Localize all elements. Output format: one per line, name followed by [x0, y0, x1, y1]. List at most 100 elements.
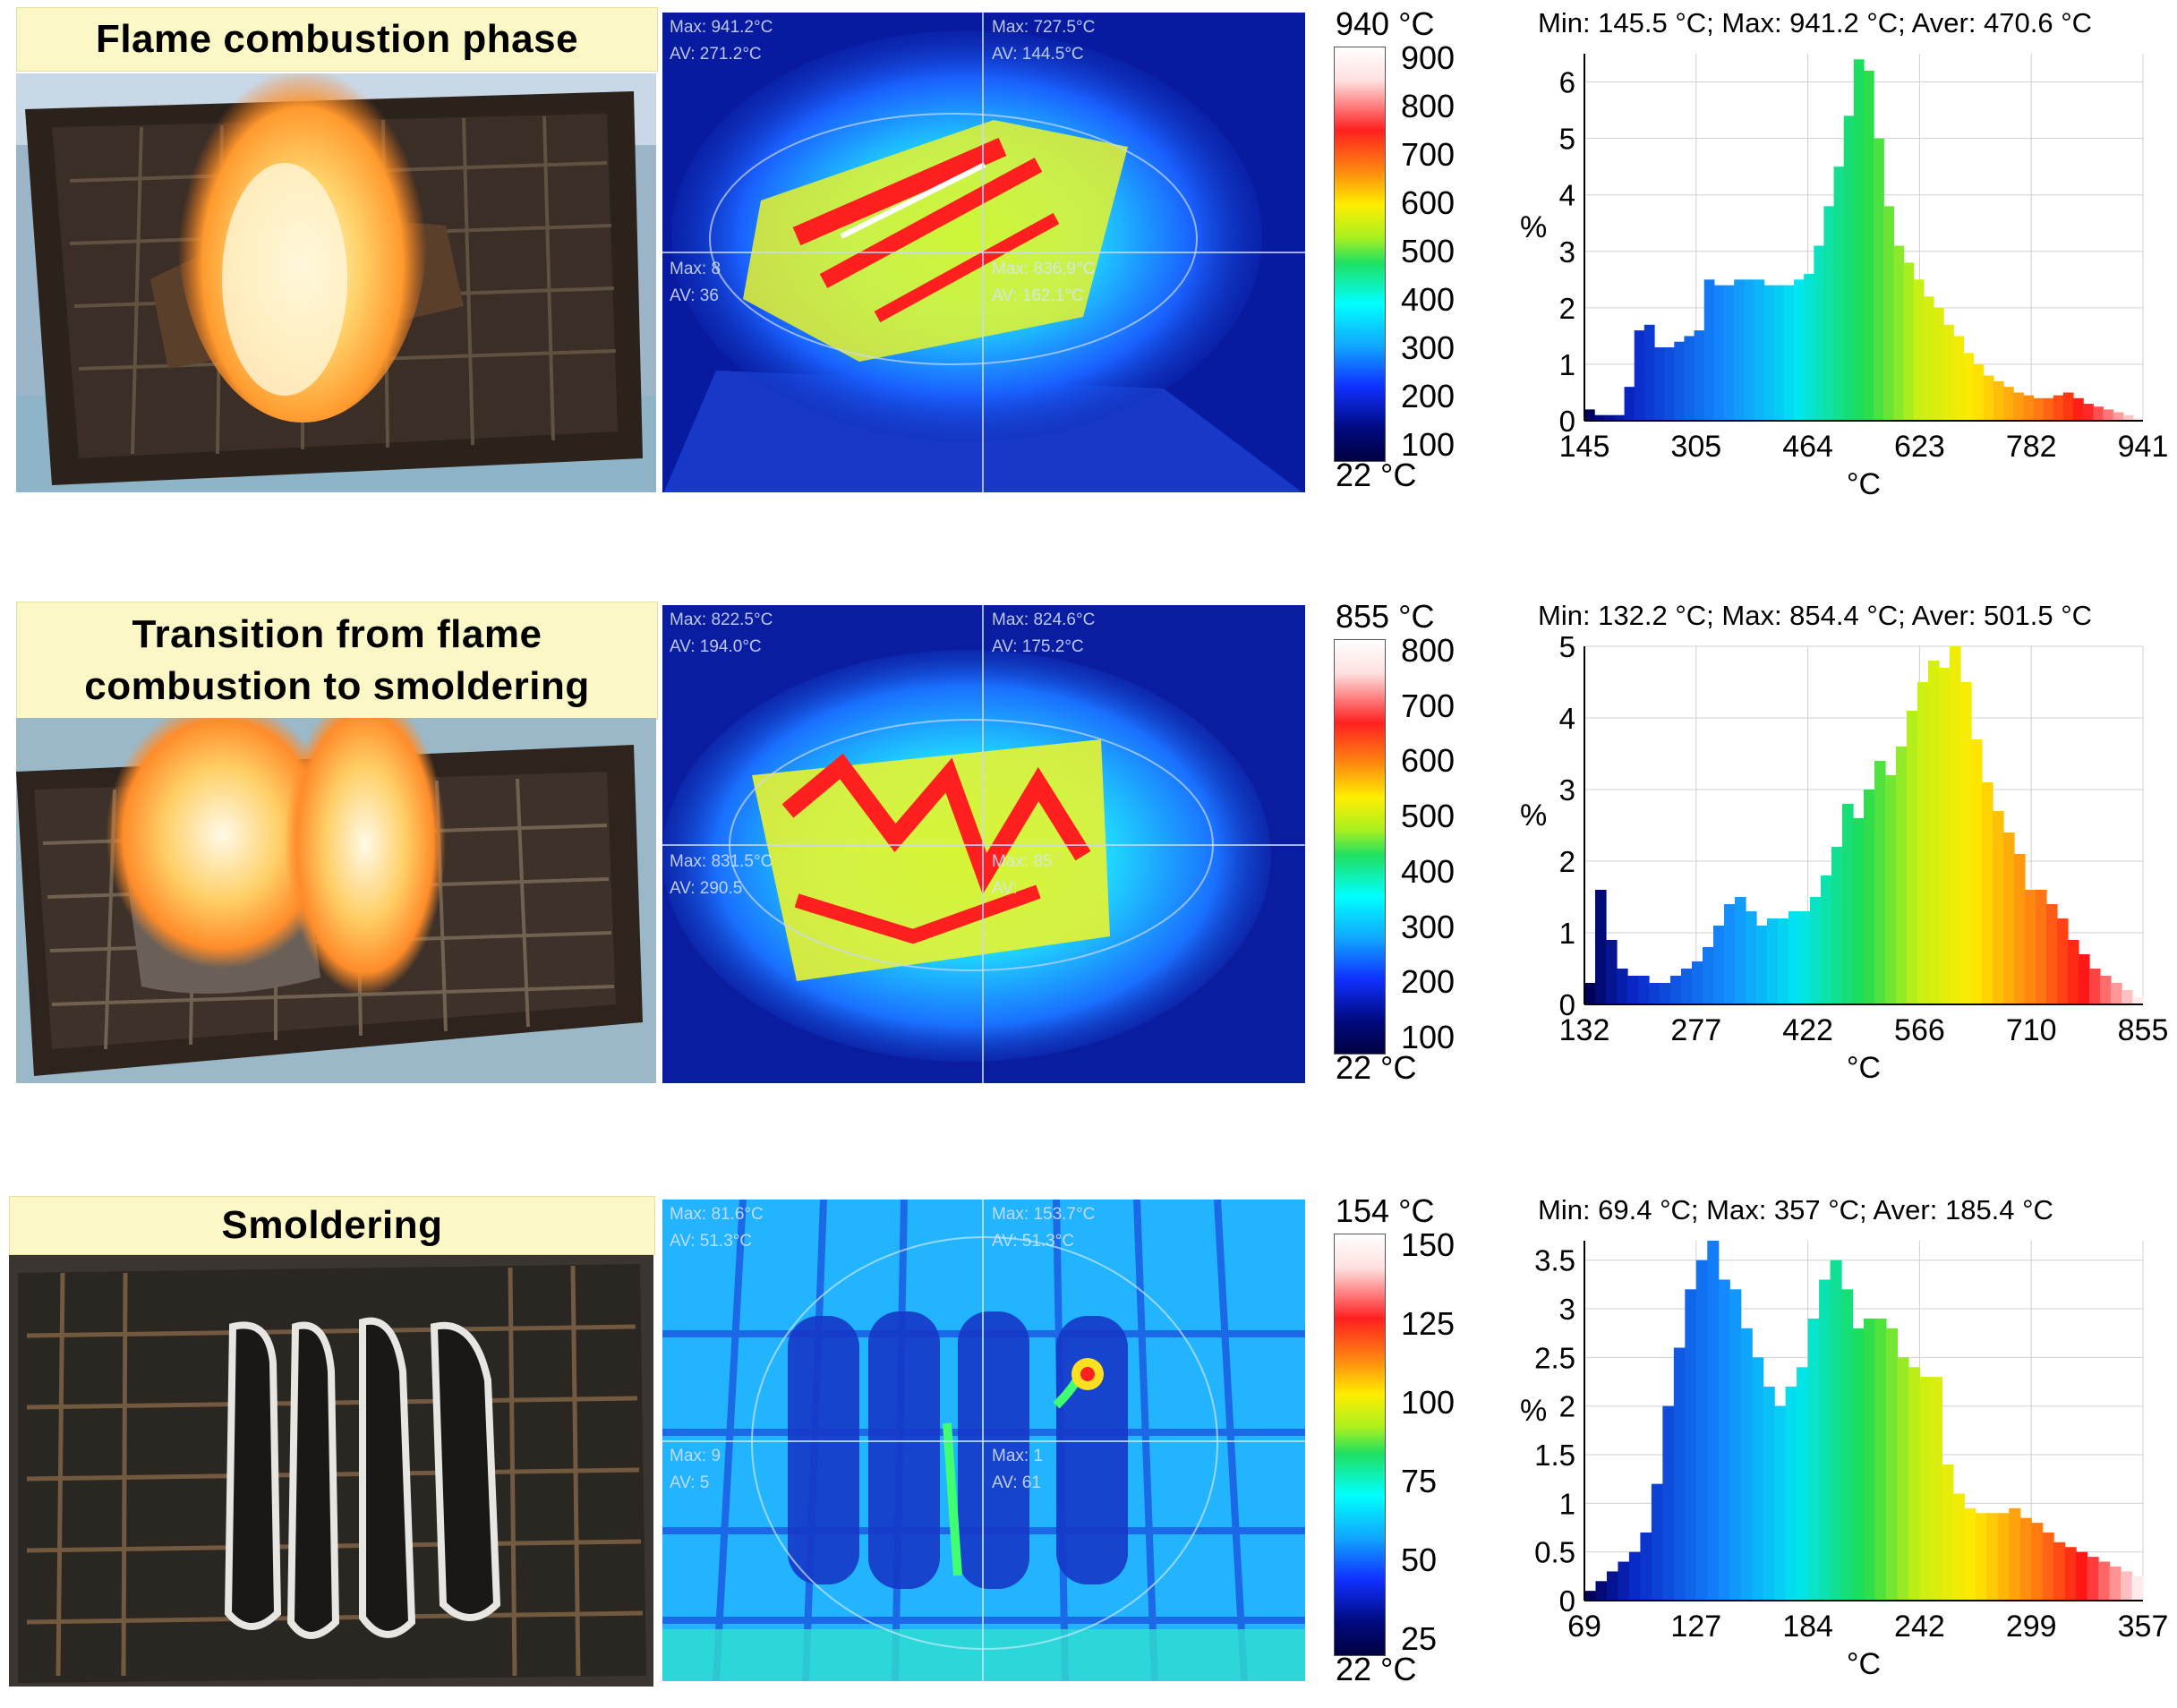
x-tick-label: 127	[1670, 1610, 1721, 1644]
histogram-bar	[1673, 1347, 1686, 1601]
photo-transition	[16, 718, 656, 1083]
y-tick-label: 6	[1559, 66, 1575, 99]
histogram-bar	[1874, 138, 1884, 421]
histogram-bar	[2062, 392, 2074, 421]
y-tick-label: 2	[1559, 292, 1575, 325]
histogram-bar	[1584, 409, 1595, 421]
histogram-bar	[1617, 969, 1628, 1004]
scale-min: 22 °C	[1336, 1049, 1417, 1086]
histogram-bar	[1814, 245, 1825, 421]
histogram-bar	[1703, 947, 1714, 1004]
histogram-bar	[1595, 1581, 1608, 1601]
x-tick-label: 566	[1894, 1013, 1945, 1047]
y-tick-label: 5	[1559, 630, 1575, 663]
histogram-bar	[1695, 1260, 1708, 1601]
x-tick-label: 145	[1559, 430, 1610, 464]
histogram-bar	[1774, 1405, 1787, 1601]
histogram-bar	[1971, 739, 1983, 1004]
histogram-bar	[1606, 1571, 1619, 1601]
scale-tick-label: 900	[1401, 39, 1456, 76]
histogram-bar	[1843, 115, 1855, 421]
y-tick-label: 2	[1559, 1390, 1575, 1423]
histogram-bar	[1746, 911, 1757, 1004]
y-tick-label: 2	[1559, 845, 1575, 878]
y-tick-label: 0	[1559, 405, 1575, 438]
photo-smoldering	[9, 1255, 653, 1687]
histogram-bar	[1841, 1289, 1854, 1601]
histogram-bar	[1713, 926, 1725, 1004]
histogram-bar	[2036, 890, 2047, 1004]
phase-title: Transition from flame combustion to smol…	[16, 602, 658, 720]
histogram-bar	[1707, 1241, 1720, 1601]
histogram-bar	[1893, 245, 1905, 421]
histogram-bar	[1628, 1551, 1641, 1601]
histogram-summary: Min: 69.4 °C; Max: 357 °C; Aver: 185.4 °…	[1538, 1194, 2053, 1225]
histogram-bar	[1584, 983, 1596, 1004]
histogram-bar	[1864, 1318, 1876, 1601]
y-tick-label: 0.5	[1534, 1536, 1575, 1569]
scale-tick-label: 300	[1401, 329, 1456, 366]
histogram-bar	[1952, 1493, 1965, 1601]
x-axis-label: °C	[1847, 1647, 1881, 1681]
thermal-image-flame: Max: 941.2°C AV: 271.2°C Max: 727.5°C AV: …	[662, 13, 1305, 492]
row-smoldering: Smoldering	[0, 1187, 2177, 1708]
x-axis-label: °C	[1847, 1051, 1881, 1085]
histogram-bar	[1643, 324, 1655, 421]
histogram-bar	[1735, 897, 1746, 1004]
histogram-bar	[1960, 682, 1972, 1004]
y-tick-label: 1	[1559, 1487, 1575, 1520]
histogram-bar	[1943, 324, 1954, 421]
color-scale: 855 °C 22 °C 800 700 600 500 400 300 200 100	[1307, 593, 1522, 1094]
histogram-bar	[1907, 711, 1918, 1004]
y-tick-label: 3.5	[1534, 1244, 1575, 1277]
scale-max: 154 °C	[1336, 1192, 1435, 1229]
scale-tick-label: 700	[1401, 687, 1456, 724]
histogram-bar	[1685, 1289, 1697, 1601]
histogram-bar	[2057, 918, 2069, 1004]
histogram-bar	[2013, 392, 2024, 421]
histogram-bar	[1993, 380, 2004, 421]
histogram-bar	[1783, 285, 1795, 421]
scale-tick-label: 25	[1401, 1620, 1438, 1657]
scale-tick-label: 500	[1401, 798, 1456, 835]
histogram-bar	[1939, 668, 1951, 1004]
x-tick-label: 299	[2006, 1610, 2057, 1644]
histogram-bar	[2111, 983, 2122, 1004]
histogram-bar	[2109, 1566, 2122, 1601]
histogram-bar	[2023, 395, 2035, 421]
histogram-bar	[1853, 818, 1865, 1004]
scale-max: 855 °C	[1336, 598, 1435, 635]
y-axis-label: %	[1520, 210, 1547, 244]
histogram-summary: Min: 145.5 °C; Max: 941.2 °C; Aver: 470.…	[1538, 7, 2092, 38]
histogram-bar	[1852, 1328, 1865, 1601]
histogram-bar	[2093, 406, 2104, 421]
scale-min: 22 °C	[1336, 1651, 1417, 1687]
histogram-bar	[1823, 206, 1835, 421]
histogram-bar	[1830, 1260, 1842, 1601]
histogram-bar	[1740, 1328, 1753, 1601]
histogram-bar	[1950, 646, 1961, 1004]
histogram-bar	[2053, 395, 2064, 421]
histogram-bar	[1660, 983, 1671, 1004]
phase-title: Flame combustion phase	[16, 7, 658, 72]
y-tick-label: 1.5	[1534, 1439, 1575, 1472]
scale-max: 940 °C	[1336, 5, 1435, 42]
histogram-bar	[2014, 854, 2026, 1004]
histogram-bar	[2042, 1532, 2054, 1601]
scale-tick-label: 200	[1401, 963, 1456, 1001]
histogram-bar	[1724, 904, 1736, 1004]
histogram-bar	[1973, 363, 1985, 421]
histogram-bar	[1595, 890, 1607, 1004]
histogram-bar	[1864, 790, 1875, 1004]
histogram-bar	[2046, 904, 2058, 1004]
histogram-bar	[1674, 341, 1686, 421]
histogram-bar	[1975, 1513, 1987, 1601]
scale-tick-label: 300	[1401, 908, 1456, 945]
histogram-bar	[1584, 1591, 1597, 1601]
histogram-bar	[1594, 414, 1605, 421]
y-axis-label: %	[1520, 1394, 1547, 1428]
histogram-bar	[1885, 1328, 1899, 1601]
phase-title: Smoldering	[9, 1196, 655, 1255]
histogram-bar	[1913, 279, 1925, 421]
histogram-bar	[1654, 347, 1665, 421]
